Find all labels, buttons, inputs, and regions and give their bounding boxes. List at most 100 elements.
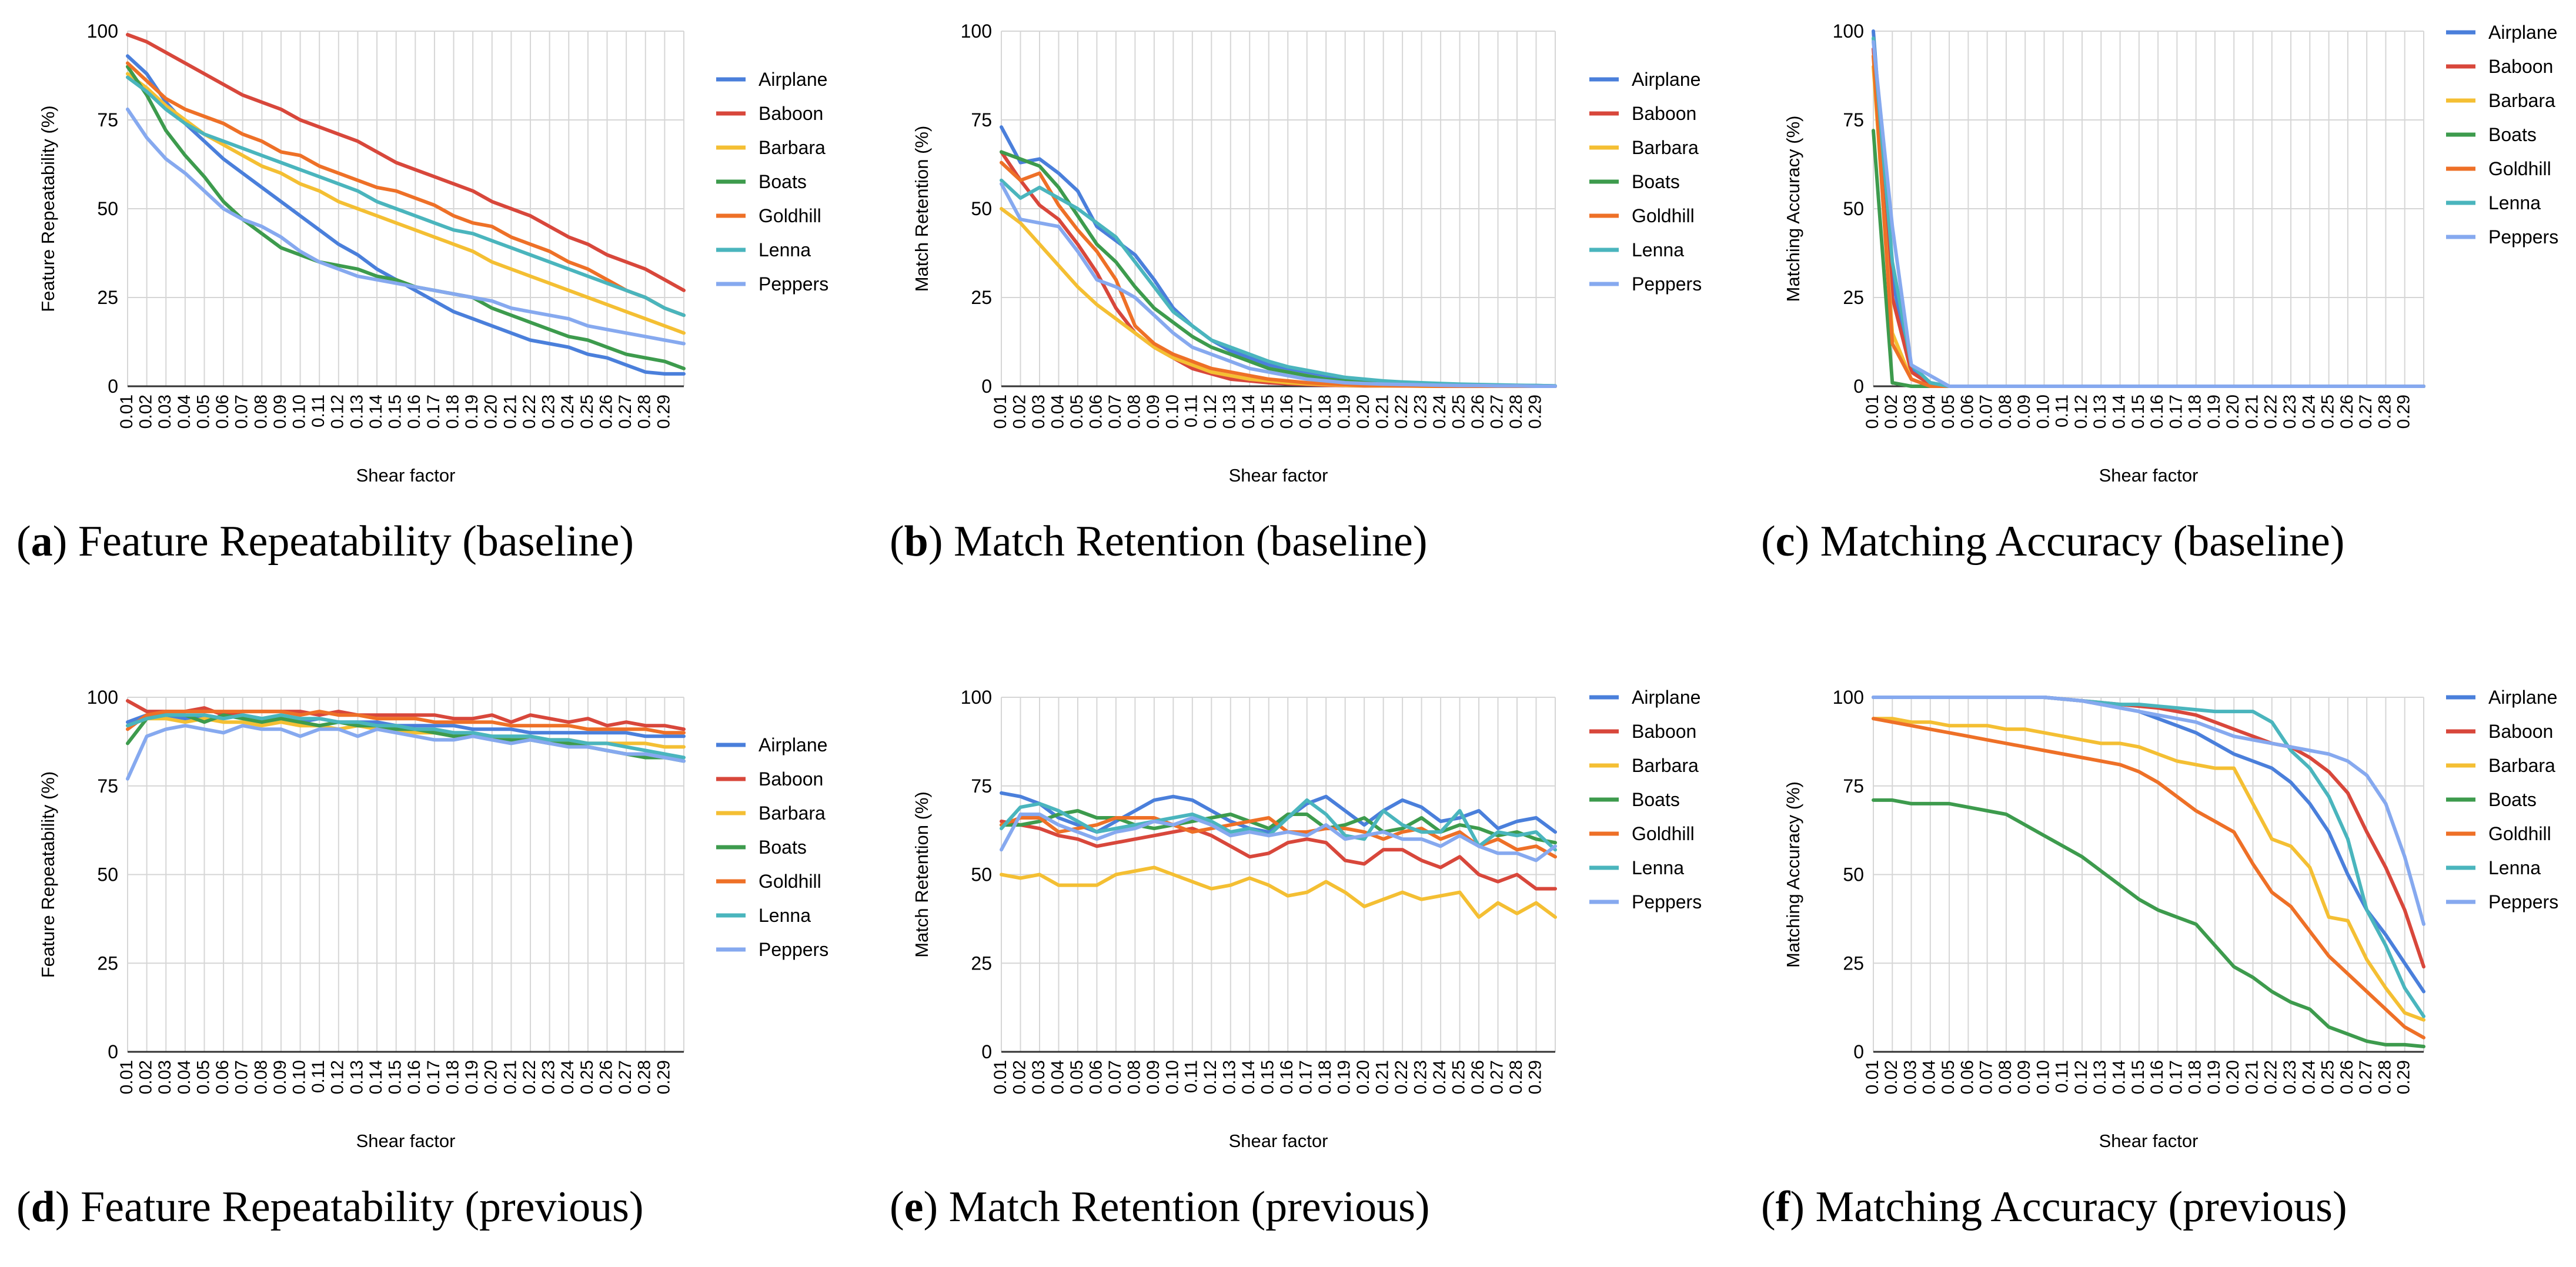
legend-label-peppers: Peppers (759, 939, 828, 960)
caption-text: Feature Repeatability (previous) (69, 1183, 643, 1231)
x-tick-label: 0.24 (558, 1060, 577, 1094)
x-tick-label: 0.05 (193, 1060, 213, 1094)
caption-paren-open: ( (16, 1183, 31, 1231)
x-tick-label: 0.25 (2318, 395, 2338, 429)
x-tick-label: 0.12 (1201, 395, 1220, 429)
legend-label-boats: Boats (1632, 171, 1680, 192)
x-tick-label: 0.07 (1105, 1060, 1125, 1094)
x-tick-label: 0.16 (1277, 395, 1297, 429)
x-tick-label: 0.01 (991, 395, 1010, 429)
series-line-barbara (1872, 65, 2425, 388)
x-tick-label: 0.14 (2110, 1060, 2129, 1094)
y-tick-label: 100 (961, 687, 992, 708)
x-tick-label: 0.13 (2090, 395, 2110, 429)
series-line-lenna (1000, 798, 1557, 852)
legend-label-lenna: Lenna (1632, 857, 1684, 878)
series-line-airplane (1872, 696, 2425, 994)
series-line-boats (1872, 129, 2425, 388)
x-tick-label: 0.09 (2014, 1060, 2034, 1094)
series-line-peppers (1000, 182, 1557, 388)
x-tick-label: 0.29 (2394, 395, 2414, 429)
x-tick-label: 0.10 (1162, 395, 1182, 429)
x-tick-label: 0.04 (1920, 395, 1939, 429)
legend-label-airplane: Airplane (1632, 69, 1700, 90)
caption: (f) Matching Accuracy (previous) (1761, 1183, 2347, 1231)
x-tick-label: 0.29 (1525, 1060, 1545, 1094)
legend-label-airplane: Airplane (2488, 22, 2557, 43)
x-tick-label: 0.08 (1124, 395, 1144, 429)
x-tick-label: 0.04 (175, 1060, 194, 1094)
x-tick-label: 0.10 (2033, 395, 2053, 429)
legend-label-barbara: Barbara (1632, 137, 1699, 158)
x-tick-label: 0.25 (577, 395, 597, 429)
y-tick-label: 75 (97, 775, 118, 797)
x-tick-label: 0.26 (2337, 1060, 2357, 1094)
x-tick-label: 0.23 (1411, 1060, 1431, 1094)
legend: Airplane Baboon Barbara Boats Goldhill Lenna P… (716, 69, 828, 295)
x-tick-label: 0.10 (290, 395, 309, 429)
x-tick-label: 0.12 (328, 1060, 348, 1094)
y-tick-label: 25 (97, 287, 118, 308)
y-tick-label: 100 (87, 687, 118, 708)
legend-label-peppers: Peppers (759, 273, 828, 295)
legend-label-lenna: Lenna (2488, 857, 2541, 878)
x-tick-label: 0.02 (1010, 395, 1029, 429)
y-tick-label: 25 (971, 287, 992, 308)
caption-paren-open: ( (890, 1183, 904, 1231)
series-line-lenna (1872, 36, 2425, 388)
x-tick-label: 0.19 (462, 395, 482, 429)
x-tick-label: 0.06 (1086, 1060, 1105, 1094)
x-tick-label: 0.09 (270, 1060, 290, 1094)
x-tick-label: 0.28 (2375, 395, 2394, 429)
series-line-peppers (1872, 696, 2425, 926)
legend-label-baboon: Baboon (2488, 721, 2553, 742)
x-tick-label: 0.23 (539, 395, 559, 429)
x-tick-label: 0.08 (1996, 395, 2015, 429)
series-line-barbara (1872, 717, 2425, 1022)
series-line-boats (1000, 809, 1557, 845)
x-tick-label: 0.28 (2375, 1060, 2394, 1094)
x-tick-label: 0.05 (193, 395, 213, 429)
x-tick-label: 0.17 (2166, 1060, 2186, 1094)
x-tick-label: 0.06 (1086, 395, 1105, 429)
legend-label-boats: Boats (2488, 789, 2537, 810)
y-tick-label: 100 (1833, 687, 1864, 708)
x-tick-label: 0.29 (1525, 395, 1545, 429)
x-tick-label: 0.23 (1411, 395, 1431, 429)
legend-label-barbara: Barbara (759, 803, 826, 824)
series-line-lenna (1000, 178, 1557, 388)
x-tick-label: 0.01 (991, 1060, 1010, 1094)
x-tick-label: 0.20 (1354, 1060, 1373, 1094)
x-tick-label: 0.11 (1182, 1060, 1201, 1093)
x-tick-label: 0.21 (2242, 395, 2261, 429)
x-tick-label: 0.16 (405, 1060, 424, 1094)
x-axis-title: Shear factor (356, 465, 456, 486)
x-tick-label: 0.28 (1506, 395, 1526, 429)
x-tick-label: 0.14 (1239, 395, 1258, 429)
x-tick-label: 0.24 (1430, 1060, 1449, 1094)
x-tick-label: 0.03 (1900, 1060, 1920, 1094)
series-line-goldhill (126, 710, 686, 735)
x-tick-label: 0.11 (2053, 395, 2072, 427)
legend: Airplane Baboon Barbara Boats Goldhill Lenna P… (2446, 687, 2558, 912)
x-tick-label: 0.01 (117, 1060, 136, 1094)
x-tick-label: 0.10 (1162, 1060, 1182, 1094)
x-tick-label: 0.09 (2014, 395, 2034, 429)
y-axis-title: Feature Repeatability (%) (38, 771, 58, 978)
y-axis-title: Feature Repeatability (%) (38, 105, 58, 312)
y-tick-label: 75 (971, 775, 992, 797)
legend-label-goldhill: Goldhill (2488, 823, 2551, 844)
legend-label-lenna: Lenna (759, 905, 811, 926)
x-tick-label: 0.29 (654, 1060, 673, 1094)
x-tick-label: 0.27 (616, 1060, 635, 1094)
series-line-barbara (1000, 865, 1557, 919)
series-line-goldhill (1872, 717, 2425, 1039)
x-tick-label: 0.02 (1010, 1060, 1029, 1094)
y-tick-label: 75 (1843, 109, 1864, 131)
x-tick-label: 0.25 (1449, 395, 1469, 429)
x-tick-label: 0.12 (328, 395, 348, 429)
x-tick-label: 0.04 (1048, 1060, 1067, 1094)
x-tick-label: 0.04 (175, 395, 194, 429)
x-tick-label: 0.20 (482, 1060, 501, 1094)
